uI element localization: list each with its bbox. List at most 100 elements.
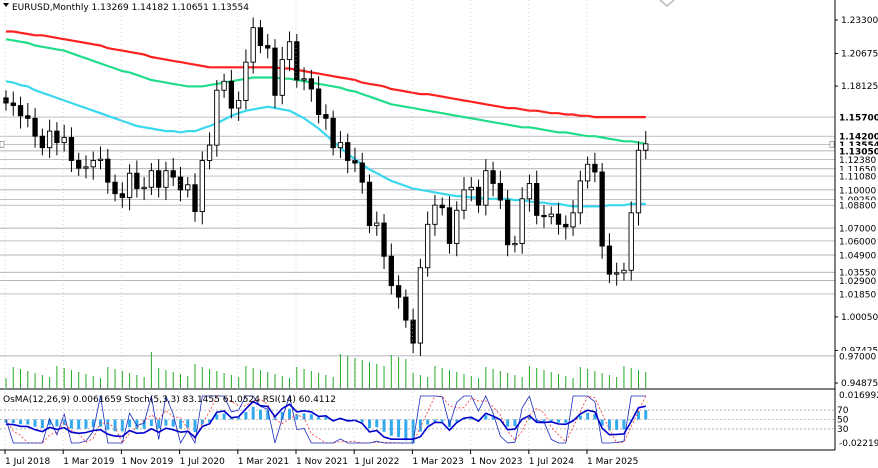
candle bbox=[475, 179, 482, 213]
osma-bar bbox=[11, 419, 15, 424]
candle bbox=[243, 49, 249, 110]
level-label-bg bbox=[836, 235, 878, 246]
candle bbox=[221, 73, 227, 98]
osma-bar bbox=[128, 419, 132, 428]
candle-body bbox=[410, 319, 416, 344]
candle bbox=[90, 151, 96, 180]
candle bbox=[570, 200, 576, 236]
candle-body bbox=[214, 89, 220, 146]
time-tick-label: 1 Nov 2023 bbox=[471, 457, 523, 467]
candle-body bbox=[141, 186, 147, 190]
candle bbox=[156, 159, 162, 198]
candle bbox=[359, 152, 365, 194]
level-label: 1.03550 bbox=[839, 269, 876, 279]
time-tick-label: 1 Mar 2019 bbox=[63, 457, 115, 467]
candle bbox=[25, 103, 31, 128]
candle bbox=[308, 69, 314, 102]
osma-bar bbox=[215, 414, 219, 420]
candle bbox=[497, 170, 504, 210]
time-tick-label: 1 Jul 2018 bbox=[5, 457, 50, 467]
candle bbox=[439, 197, 445, 216]
stoch-main-line bbox=[5, 394, 646, 445]
osma-bar bbox=[593, 414, 597, 420]
time-tick-label: 1 Jul 2022 bbox=[354, 457, 399, 467]
osma-bar bbox=[615, 419, 619, 430]
price-tick-label: 0.94875 bbox=[841, 379, 878, 389]
candle bbox=[352, 147, 358, 172]
candle bbox=[395, 275, 402, 309]
osma-bar bbox=[622, 419, 626, 430]
candle bbox=[265, 34, 271, 59]
candle bbox=[83, 155, 89, 179]
candle-body bbox=[352, 160, 358, 164]
volume-bars bbox=[5, 352, 647, 388]
candle-body bbox=[635, 149, 642, 214]
candle-body bbox=[177, 176, 184, 191]
candle bbox=[32, 108, 38, 148]
symbol-info-text: EURUSD,Monthly 1.13269 1.14182 1.10651 1… bbox=[12, 3, 249, 13]
candle bbox=[555, 202, 562, 235]
osma-bar bbox=[491, 417, 495, 420]
candle bbox=[134, 160, 140, 198]
candle-body bbox=[25, 115, 31, 119]
shift-arrow-icon[interactable] bbox=[659, 0, 675, 8]
candle-body bbox=[323, 114, 329, 119]
osma-bar bbox=[542, 419, 546, 422]
osma-bar bbox=[302, 413, 306, 420]
osma-bar bbox=[200, 419, 204, 425]
osma-bar bbox=[513, 419, 517, 427]
time-tick-label: 1 Nov 2019 bbox=[121, 457, 173, 467]
candle bbox=[148, 163, 155, 195]
level-label-bg bbox=[836, 194, 878, 205]
osma-bar bbox=[222, 413, 226, 420]
osma-bar bbox=[77, 419, 81, 430]
osma-bar bbox=[564, 419, 568, 423]
candle-body bbox=[417, 267, 424, 344]
osma-bar bbox=[295, 414, 299, 420]
osma-bar bbox=[258, 409, 262, 420]
level-label: 1.08800 bbox=[839, 202, 876, 212]
candle-body bbox=[512, 243, 518, 246]
osma-bar bbox=[229, 418, 233, 420]
candle bbox=[606, 233, 613, 284]
candle-body bbox=[3, 97, 9, 104]
candle-body bbox=[395, 285, 402, 298]
candle-body bbox=[643, 143, 649, 151]
candle bbox=[192, 173, 198, 222]
level-label: 1.11080 bbox=[839, 173, 876, 183]
price-tick-label: 1.18125 bbox=[841, 82, 878, 92]
candle bbox=[381, 214, 387, 270]
candle-body bbox=[526, 183, 533, 200]
candle bbox=[294, 34, 300, 88]
osma-bar bbox=[557, 419, 561, 423]
indicator-level-label: 70 bbox=[837, 406, 849, 416]
candle bbox=[214, 80, 220, 157]
candle bbox=[628, 201, 634, 281]
osma-bar bbox=[208, 419, 212, 423]
ema200-line bbox=[6, 30, 646, 119]
candle bbox=[250, 17, 256, 74]
dropdown-arrow-icon[interactable] bbox=[3, 3, 9, 7]
candle-body bbox=[235, 100, 242, 109]
candle-body bbox=[279, 59, 285, 96]
osma-bar bbox=[26, 419, 30, 425]
osma-bar bbox=[40, 419, 44, 429]
candle bbox=[388, 243, 394, 295]
candle-body bbox=[563, 223, 569, 228]
candle bbox=[366, 174, 373, 234]
candle-body bbox=[483, 170, 489, 206]
osma-bar bbox=[636, 411, 640, 420]
level-label: 1.15700 bbox=[839, 114, 878, 124]
osma-bar bbox=[506, 419, 510, 427]
candle bbox=[468, 177, 474, 202]
candle bbox=[621, 262, 627, 281]
osma-bar bbox=[69, 419, 73, 429]
candle-body bbox=[272, 47, 278, 96]
osma-bar bbox=[164, 419, 168, 426]
level-label-bg bbox=[836, 139, 878, 150]
osma-bar bbox=[404, 419, 408, 441]
candle-body bbox=[614, 272, 620, 275]
candle-body bbox=[148, 170, 155, 188]
osma-bar bbox=[19, 419, 23, 425]
candle-body bbox=[199, 160, 205, 213]
